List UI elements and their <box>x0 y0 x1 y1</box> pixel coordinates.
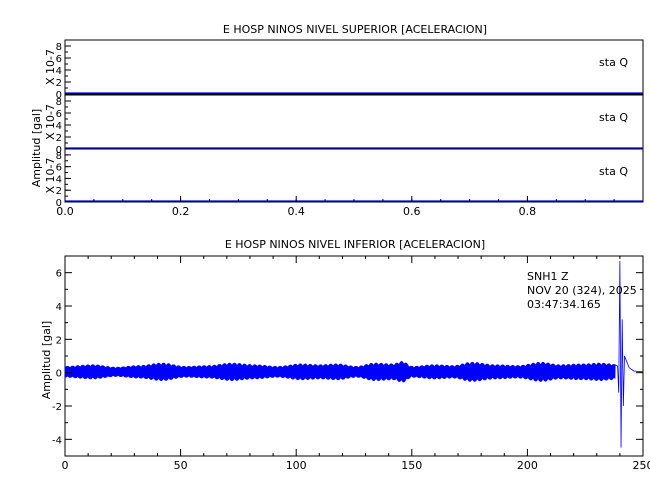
top-x-axis: 0.0 0.2 0.4 0.6 0.8 <box>56 196 615 218</box>
time-annotation: 03:47:34.165 <box>527 298 601 311</box>
top-panel-1-y-tick-label: 0 <box>56 145 62 156</box>
bottom-y-tick-label: -4 <box>52 435 62 446</box>
bottom-chart-ylabel: Amplitud [gal] <box>40 321 53 399</box>
top-panel-0-y-tick-label: 0 <box>56 90 62 101</box>
bottom-x-tick-label: 250 <box>633 459 650 472</box>
bottom-x-tick-label: 0 <box>62 459 69 472</box>
waveform-line <box>64 260 644 448</box>
date-annotation: NOV 20 (324), 2025 <box>527 284 637 297</box>
bottom-x-tick-label: 200 <box>517 459 538 472</box>
top-panel-2-scale-label: X 10-7 <box>44 158 57 194</box>
top-x-tick-label: 0.2 <box>172 205 190 218</box>
top-panel-2-y-tick-label: 6 <box>56 163 62 174</box>
top-panel-0-scale-label: X 10-7 <box>44 49 57 85</box>
bottom-x-tick-label: 150 <box>401 459 422 472</box>
top-panel-2-y-tick-label: 4 <box>56 174 62 185</box>
bottom-y-tick-label: 0 <box>56 369 62 380</box>
bottom-y-tick-label: 2 <box>56 335 62 346</box>
bottom-axes: 6 4 2 0 -2 -4 0 50 100 150 200 250 <box>52 255 650 472</box>
top-panel-1-scale-label: X 10-7 <box>44 104 57 140</box>
top-panel-2-y-tick-label: 0 <box>56 198 62 209</box>
top-panel-0-y-tick-label: 4 <box>56 66 62 77</box>
bottom-y-tick-label: 6 <box>56 269 62 280</box>
top-x-tick-label: 0.4 <box>287 205 305 218</box>
top-panel-0-y-tick-label: 2 <box>56 78 62 89</box>
top-panel-1-y-tick-label: 4 <box>56 121 62 132</box>
bottom-x-tick-label: 50 <box>174 459 188 472</box>
top-panel-1-y-tick-label: 8 <box>56 97 62 108</box>
top-panel-2-station-label: sta Q <box>599 165 628 178</box>
top-x-tick-label: 0.6 <box>403 205 421 218</box>
bottom-x-tick-label: 100 <box>286 459 307 472</box>
top-panel-2-y-tick-label: 2 <box>56 186 62 197</box>
bottom-waveform-trace <box>64 260 644 448</box>
bottom-chart-title: E HOSP NINOS NIVEL INFERIOR [ACELERACION… <box>225 238 485 251</box>
top-chart-title: E HOSP NINOS NIVEL SUPERIOR [ACELERACION… <box>223 23 487 36</box>
top-panel-frame-0 <box>64 39 644 95</box>
top-panel-1-y-tick-label: 2 <box>56 133 62 144</box>
station-annotation: SNH1 Z <box>527 270 569 283</box>
top-panel-2-y-tick-label: 8 <box>56 151 62 162</box>
top-panel-frame-2 <box>64 148 644 203</box>
bottom-y-tick-label: -2 <box>52 402 62 413</box>
top-panel-0-station-label: sta Q <box>599 56 628 69</box>
top-x-tick-label: 0.0 <box>56 205 74 218</box>
top-chart-ylabel: Amplitud [gal] <box>30 109 43 187</box>
top-panel-frame-1 <box>64 94 644 150</box>
bottom-y-tick-label: 4 <box>56 302 62 313</box>
top-panel-0-y-tick-label: 6 <box>56 54 62 65</box>
top-chart: E HOSP NINOS NIVEL SUPERIOR [ACELERACION… <box>30 23 644 218</box>
top-panel-0-y-tick-label: 8 <box>56 42 62 53</box>
top-x-tick-label: 0.8 <box>519 205 537 218</box>
top-panel-1-station-label: sta Q <box>599 111 628 124</box>
bottom-chart: E HOSP NINOS NIVEL INFERIOR [ACELERACION… <box>40 238 650 472</box>
top-panel-1-y-tick-label: 6 <box>56 109 62 120</box>
